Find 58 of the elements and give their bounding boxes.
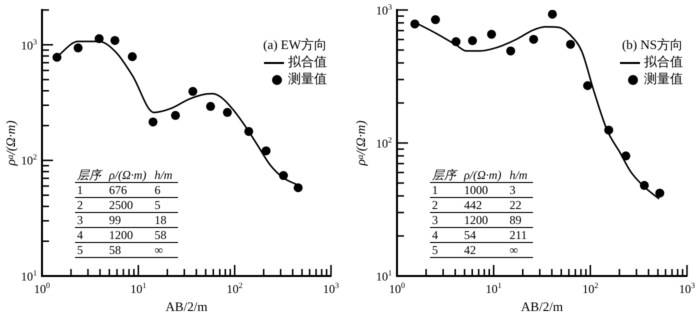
annotation: h/m: [507, 168, 534, 182]
annotation: 89: [507, 212, 534, 228]
legend-label: 测量值: [287, 70, 327, 87]
legend-label: 拟合值: [643, 53, 683, 70]
annotation: ∞: [507, 242, 534, 258]
x-tick-label: 10$^{1}$: [130, 281, 146, 296]
x-tick-label: 10$^{1}$: [486, 281, 502, 296]
annotation: ∞: [152, 242, 178, 258]
annotation: h/m: [152, 168, 178, 182]
y-tick-label: 10$^{2}$: [376, 136, 392, 150]
annotation: 2500: [107, 198, 152, 212]
annotation: 1: [75, 182, 107, 198]
x-tick-label: 10$^{2}$: [582, 281, 598, 296]
annotation: 58: [107, 242, 152, 258]
annotation: 22: [507, 198, 534, 212]
annotation: 54: [462, 228, 508, 242]
annotation: 1200: [462, 212, 508, 228]
annotation: ρ/(Ω·m): [462, 168, 508, 182]
annotation: 676: [107, 182, 152, 198]
y-tick-label: 10$^{1}$: [376, 268, 392, 284]
annotation: 3: [430, 212, 462, 228]
annotation: 58: [152, 228, 178, 242]
annotation: 18: [152, 212, 178, 228]
x-tick-label: 10$^{3}$: [679, 281, 695, 296]
annotation: 2: [430, 198, 462, 212]
x-tick-label: 10$^{3}$: [323, 281, 339, 296]
annotation: 4: [430, 228, 462, 242]
annotation: 42: [462, 242, 508, 258]
annotation: 5: [75, 242, 107, 258]
annotation: 99: [107, 212, 152, 228]
annotation: 6: [152, 182, 178, 198]
y-tick-label: 10$^{3}$: [21, 37, 37, 52]
legend-label: 测量值: [643, 70, 683, 87]
annotation: ρ/(Ω·m): [107, 168, 152, 182]
x-tick-label: 10$^{0}$: [34, 281, 50, 296]
annotation: 211: [507, 228, 534, 242]
x-tick-label: 10$^{2}$: [226, 281, 243, 296]
y-tick-label: 10$^{2}$: [21, 152, 37, 168]
annotation: 5: [430, 242, 462, 258]
text: (b) NS方向: [620, 36, 683, 53]
annotation: 3: [507, 182, 534, 198]
text: (a) EW方向: [263, 36, 327, 53]
annotation: 4: [75, 228, 107, 242]
annotation: 层序: [430, 168, 462, 182]
x-axis-title: AB/2/m: [521, 299, 563, 314]
y-tick-label: 10$^{3}$: [376, 2, 392, 18]
annotation: 3: [75, 212, 107, 228]
legend-label: 拟合值: [287, 53, 327, 70]
annotation: 2: [75, 198, 107, 212]
annotation: 1000: [462, 182, 508, 198]
y-tick-label: 10$^{1}$: [21, 268, 37, 284]
annotation: 层序: [75, 168, 107, 182]
x-axis-title: AB/2/m: [166, 299, 208, 314]
annotation: 1: [430, 182, 462, 198]
annotation: 442: [462, 198, 508, 212]
annotation: 5: [152, 198, 178, 212]
x-tick-label: 10$^{0}$: [389, 281, 405, 296]
annotation: 1200: [107, 228, 152, 242]
